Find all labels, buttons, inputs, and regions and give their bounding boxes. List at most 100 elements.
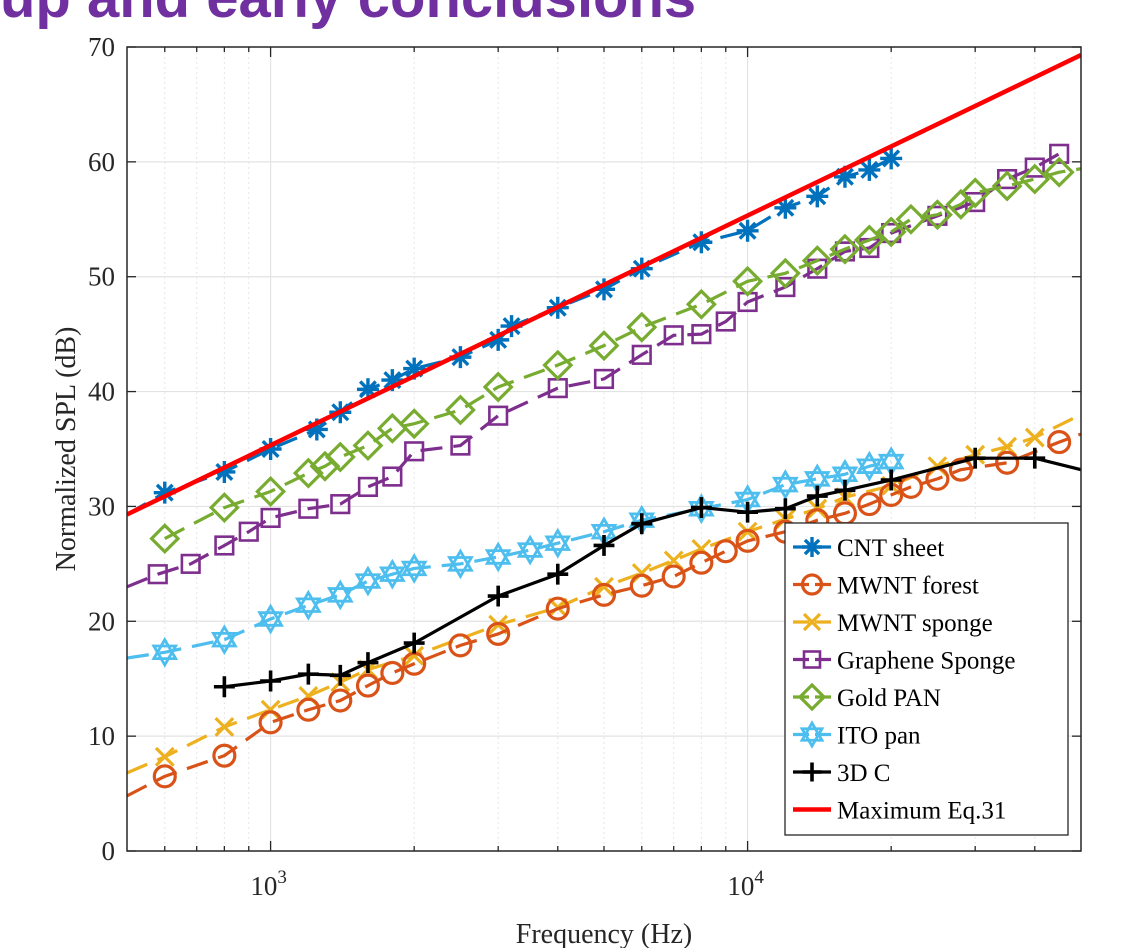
data-point [449,346,472,369]
data-point [486,621,511,646]
data-point [802,762,822,782]
data-point [544,535,572,559]
data-point [324,441,356,473]
data-point [208,492,240,524]
data-point [516,534,544,558]
y-tick-label: 10 [88,721,115,751]
series-line [127,460,892,660]
legend-label: CNT sheet [837,535,944,562]
data-point [771,476,799,501]
data-point [831,466,859,490]
data-point [355,673,381,698]
data-point [214,717,235,737]
x-axis-title: Frequency (Hz) [516,919,692,948]
data-point [352,430,384,462]
legend-label: ITO pan [837,723,921,750]
legend-label: MWNT sponge [837,610,993,637]
data-point [210,624,238,648]
data-point [734,491,761,515]
data-point [378,558,406,582]
data-point [803,471,831,495]
series-layer [127,53,1081,798]
legend-entry: MWNT forest [793,573,979,600]
data-point [663,325,684,346]
data-point [802,612,822,632]
data-point [964,447,986,469]
data-point [590,523,618,548]
data-point [329,664,351,686]
legend-entry: Maximum Eq.31 [793,798,1006,825]
data-point [806,185,829,208]
data-point [834,479,856,501]
data-point [853,224,885,256]
data-point [800,573,824,596]
y-tick-label: 60 [88,147,115,177]
data-point [382,466,403,487]
data-point [400,560,428,584]
data-point [357,652,379,674]
data-point [833,165,856,188]
data-point [806,485,828,507]
data-point [774,196,797,219]
data-point [487,585,509,607]
data-point [991,170,1023,202]
data-point [328,688,353,713]
data-point [305,418,328,441]
data-point [450,435,471,456]
data-point [214,535,235,556]
data-point [147,564,168,585]
data-point [629,573,654,598]
legend-entry: Graphene Sponge [793,648,1015,675]
legend-entry: MWNT sponge [793,610,993,637]
data-point [713,539,738,564]
grid [127,47,1081,851]
data-point [802,537,822,557]
data-point [545,596,570,621]
data-point [797,682,827,712]
data-point [152,764,177,789]
y-tick-label: 50 [88,262,115,292]
series-line [127,413,1081,775]
data-point [1047,430,1072,455]
data-point [259,438,282,460]
data-point [855,450,883,474]
data-point [626,311,658,343]
series-line [127,53,1081,517]
data-point [180,553,201,574]
data-point [354,573,382,597]
data-point [447,556,474,580]
legend-entry: CNT sheet [793,535,944,562]
data-point [294,597,322,621]
data-point [691,324,712,345]
data-point [855,458,883,482]
legend: CNT sheet MWNT forest MWNT sponge Graphene … [784,522,1069,836]
data-point [260,507,281,529]
data-point [631,344,652,365]
data-point [151,636,179,661]
legend-label: Maximum Eq.31 [837,798,1006,825]
data-point [153,481,176,504]
data-point [737,501,759,523]
data-point [403,357,426,380]
data-point [829,233,861,265]
legend-entry: 3D C [793,760,890,787]
legend-label: MWNT forest [837,573,979,600]
data-point [447,548,474,572]
data-point [326,587,354,611]
data-point [593,535,615,556]
x-tick-base: 10 [250,871,277,901]
data-point [154,746,175,767]
data-point [542,349,574,381]
data-point [354,565,382,589]
data-point [881,222,902,244]
data-point [1043,156,1075,188]
data-point [775,276,796,298]
data-point [398,408,430,440]
legend-label: 3D C [837,760,890,787]
data-point [661,564,686,589]
legend-label: Graphene Sponge [837,648,1015,675]
x-tick-base: 10 [727,871,754,901]
